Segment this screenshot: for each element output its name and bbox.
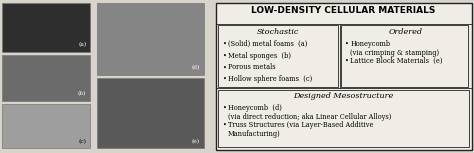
Bar — [341, 25, 468, 87]
Text: •: • — [346, 40, 349, 48]
Text: Truss Structures (via Layer-Based Additive
Manufacturing): Truss Structures (via Layer-Based Additi… — [228, 121, 373, 138]
Text: Ordered: Ordered — [389, 28, 423, 36]
Bar — [97, 78, 204, 148]
Text: Porous metals: Porous metals — [228, 63, 275, 71]
Text: •: • — [223, 75, 227, 83]
Text: Lattice Block Materials  (e): Lattice Block Materials (e) — [350, 57, 443, 65]
Text: (a): (a) — [78, 42, 86, 47]
Text: (b): (b) — [78, 91, 86, 96]
Text: Hollow sphere foams  (c): Hollow sphere foams (c) — [228, 75, 312, 83]
Bar — [218, 25, 338, 87]
Text: (c): (c) — [78, 139, 86, 144]
Text: (Solid) metal foams  (a): (Solid) metal foams (a) — [228, 40, 307, 48]
Text: (d): (d) — [191, 65, 200, 70]
Text: •: • — [223, 63, 227, 71]
Text: •: • — [346, 57, 349, 65]
Text: Honeycomb
(via crimping & stamping): Honeycomb (via crimping & stamping) — [350, 40, 439, 57]
Text: Designed Mesostructure: Designed Mesostructure — [293, 92, 394, 100]
Bar — [218, 90, 469, 147]
Text: •: • — [223, 52, 227, 60]
Bar — [97, 3, 204, 75]
Bar — [216, 3, 472, 150]
Text: •: • — [223, 40, 227, 48]
Text: •: • — [223, 121, 227, 129]
Bar — [2, 104, 90, 148]
Text: LOW-DENSITY CELLULAR MATERIALS: LOW-DENSITY CELLULAR MATERIALS — [252, 6, 436, 15]
Text: Honeycomb  (d)
(via direct reduction; aka Linear Cellular Alloys): Honeycomb (d) (via direct reduction; aka… — [228, 104, 391, 121]
Text: •: • — [223, 104, 227, 112]
Bar — [2, 3, 90, 52]
Text: Metal sponges  (b): Metal sponges (b) — [228, 52, 291, 60]
Bar — [2, 55, 90, 101]
Text: Stochastic: Stochastic — [256, 28, 299, 36]
Text: (e): (e) — [192, 139, 200, 144]
